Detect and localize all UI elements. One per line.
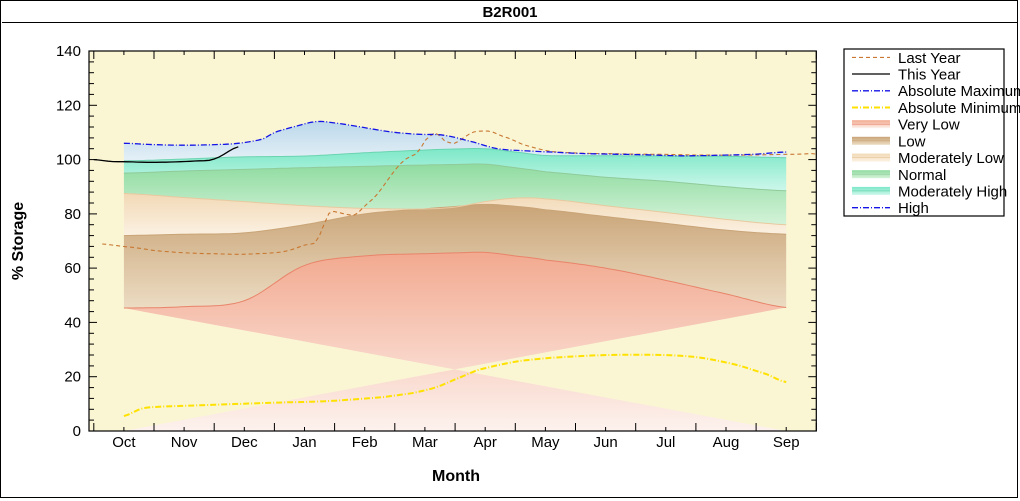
svg-text:Normal: Normal bbox=[898, 167, 946, 184]
svg-text:40: 40 bbox=[64, 314, 81, 331]
svg-text:Very Low: Very Low bbox=[898, 117, 960, 134]
svg-text:Absolute Maximum: Absolute Maximum bbox=[898, 83, 1020, 100]
svg-text:This Year: This Year bbox=[898, 67, 961, 84]
svg-text:Apr: Apr bbox=[474, 434, 497, 451]
svg-text:20: 20 bbox=[64, 369, 81, 386]
svg-text:Feb: Feb bbox=[352, 434, 378, 451]
svg-text:Absolute Minimum: Absolute Minimum bbox=[898, 100, 1020, 117]
svg-text:Jan: Jan bbox=[292, 434, 316, 451]
svg-text:Dec: Dec bbox=[231, 434, 258, 451]
svg-text:Nov: Nov bbox=[171, 434, 198, 451]
svg-text:Low: Low bbox=[898, 133, 926, 150]
svg-text:Aug: Aug bbox=[713, 434, 740, 451]
svg-text:% Storage: % Storage bbox=[10, 202, 27, 280]
svg-text:May: May bbox=[531, 434, 560, 451]
svg-text:Last Year: Last Year bbox=[898, 50, 961, 67]
svg-text:140: 140 bbox=[56, 43, 81, 60]
svg-text:Jul: Jul bbox=[656, 434, 675, 451]
svg-text:60: 60 bbox=[64, 260, 81, 277]
svg-text:Moderately High: Moderately High bbox=[898, 183, 1007, 200]
svg-text:High: High bbox=[898, 200, 929, 217]
svg-text:Sep: Sep bbox=[773, 434, 800, 451]
svg-text:Month: Month bbox=[432, 468, 480, 485]
svg-text:80: 80 bbox=[64, 206, 81, 223]
svg-text:Mar: Mar bbox=[412, 434, 438, 451]
svg-text:100: 100 bbox=[56, 152, 81, 169]
svg-text:120: 120 bbox=[56, 97, 81, 114]
svg-text:0: 0 bbox=[73, 423, 81, 440]
svg-text:Moderately Low: Moderately Low bbox=[898, 150, 1004, 167]
svg-text:Oct: Oct bbox=[112, 434, 136, 451]
svg-text:Jun: Jun bbox=[594, 434, 618, 451]
